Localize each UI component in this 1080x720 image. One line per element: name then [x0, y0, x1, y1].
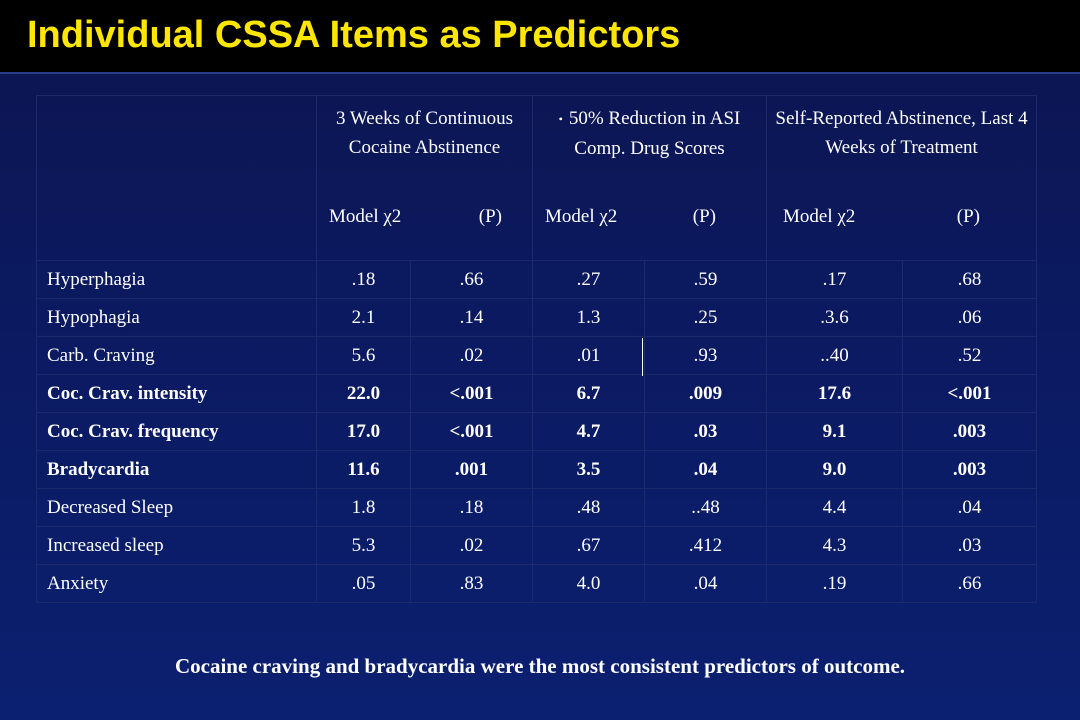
stray-divider-line [642, 338, 643, 376]
table-cell: .03 [902, 526, 1038, 565]
table-row: Increased sleep 5.3 .02 .67 .412 4.3 .03 [36, 526, 1038, 565]
table-cell: .66 [410, 260, 533, 299]
model-chi2-label: Model χ2 [545, 206, 618, 227]
table-cell: ..40 [766, 336, 904, 375]
table-cell: .003 [902, 450, 1038, 489]
table-cell: 4.3 [766, 526, 904, 565]
header-row: 3 Weeks of Continuous Cocaine Abstinence… [36, 95, 1038, 261]
table-cell: .18 [410, 488, 533, 527]
table-cell: .01 [532, 336, 645, 375]
table-cell: 1.8 [316, 488, 411, 527]
table-cell: .25 [643, 298, 768, 337]
row-label: Decreased Sleep [36, 488, 317, 527]
table-cell: .17 [766, 260, 904, 299]
table-cell: .19 [766, 564, 904, 603]
table-cell: .59 [643, 260, 768, 299]
table-cell: .27 [532, 260, 645, 299]
table-cell: .66 [902, 564, 1038, 603]
table-cell: .04 [643, 450, 768, 489]
header-group-1: 3 Weeks of Continuous Cocaine Abstinence… [316, 95, 533, 261]
table-cell: 5.6 [316, 336, 411, 375]
table-row: Coc. Crav. frequency 17.0 <.001 4.7 .03 … [36, 412, 1038, 451]
table-cell: .412 [643, 526, 768, 565]
table-cell: .06 [902, 298, 1038, 337]
bullet-icon: • [558, 112, 563, 127]
table-row: Bradycardia 11.6 .001 3.5 .04 9.0 .003 [36, 450, 1038, 489]
table-cell: 3.5 [532, 450, 645, 489]
table-cell: .48 [532, 488, 645, 527]
row-label: Anxiety [36, 564, 317, 603]
table-cell: .02 [410, 336, 533, 375]
row-label: Carb. Craving [36, 336, 317, 375]
table-row: Decreased Sleep 1.8 .18 .48 ..48 4.4 .04 [36, 488, 1038, 527]
table-cell: .02 [410, 526, 533, 565]
table-cell: 11.6 [316, 450, 411, 489]
header-group-3: Self-Reported Abstinence, Last 4 Weeks o… [766, 95, 1038, 261]
table-cell: .05 [316, 564, 411, 603]
table-cell: .04 [643, 564, 768, 603]
table-cell: 4.7 [532, 412, 645, 451]
model-chi2-label: Model χ2 [329, 206, 402, 227]
row-label: Hyperphagia [36, 260, 317, 299]
table-cell: 17.0 [316, 412, 411, 451]
table-row: Carb. Craving 5.6 .02 .01 .93 ..40 .52 [36, 336, 1038, 375]
table-cell: .04 [902, 488, 1038, 527]
row-label: Coc. Crav. intensity [36, 374, 317, 413]
table-cell: 1.3 [532, 298, 645, 337]
table-row: Anxiety .05 .83 4.0 .04 .19 .66 [36, 564, 1038, 603]
header-group-2: • 50% Reduction in ASI Comp. Drug Scores … [531, 95, 768, 261]
header-group-title-text: 50% Reduction in ASI Comp. Drug Scores [568, 108, 741, 160]
model-chi2-label: Model χ2 [783, 206, 856, 227]
row-label: Increased sleep [36, 526, 317, 565]
row-label: Hypophagia [36, 298, 317, 337]
table-cell: .009 [643, 374, 768, 413]
slide-title: Individual CSSA Items as Predictors [27, 14, 681, 56]
table-cell: 2.1 [316, 298, 411, 337]
table-cell: .003 [902, 412, 1038, 451]
table-cell: ..48 [643, 488, 768, 527]
table-cell: 4.0 [532, 564, 645, 603]
table-cell: 5.3 [316, 526, 411, 565]
footnote: Cocaine craving and bradycardia were the… [174, 654, 906, 678]
header-group-title: Self-Reported Abstinence, Last 4 Weeks o… [775, 108, 1028, 158]
table-row: Coc. Crav. intensity 22.0 <.001 6.7 .009… [36, 374, 1038, 413]
table-cell: .001 [410, 450, 533, 489]
table-cell: 4.4 [766, 488, 904, 527]
header-empty-cell [36, 95, 317, 261]
table-row: Hyperphagia .18 .66 .27 .59 .17 .68 [36, 260, 1038, 299]
row-label: Bradycardia [36, 450, 317, 489]
header-group-title: • 50% Reduction in ASI Comp. Drug Scores [533, 96, 766, 163]
table-cell: <.001 [410, 374, 533, 413]
table-cell: .83 [410, 564, 533, 603]
row-label: Coc. Crav. frequency [36, 412, 317, 451]
p-label: (P) [692, 206, 717, 227]
table-cell: 17.6 [766, 374, 904, 413]
table-cell: .3.6 [766, 298, 904, 337]
table-cell: 6.7 [532, 374, 645, 413]
table-cell: <.001 [902, 374, 1038, 413]
p-label: (P) [956, 206, 981, 227]
table-cell: .14 [410, 298, 533, 337]
table-cell: .67 [532, 526, 645, 565]
header-group-title: 3 Weeks of Continuous Cocaine Abstinence [335, 108, 514, 158]
table-cell: 9.0 [766, 450, 904, 489]
table-cell: 22.0 [316, 374, 411, 413]
table-cell: .03 [643, 412, 768, 451]
p-label: (P) [478, 206, 502, 227]
table-cell: .18 [316, 260, 411, 299]
table-cell: <.001 [410, 412, 533, 451]
predictors-table: 3 Weeks of Continuous Cocaine Abstinence… [36, 95, 1038, 603]
table-cell: .93 [643, 336, 768, 375]
title-bar: Individual CSSA Items as Predictors [0, 0, 1080, 74]
table-row: Hypophagia 2.1 .14 1.3 .25 .3.6 .06 [36, 298, 1038, 337]
table-cell: .68 [902, 260, 1038, 299]
table-cell: 9.1 [766, 412, 904, 451]
table-cell: .52 [902, 336, 1038, 375]
